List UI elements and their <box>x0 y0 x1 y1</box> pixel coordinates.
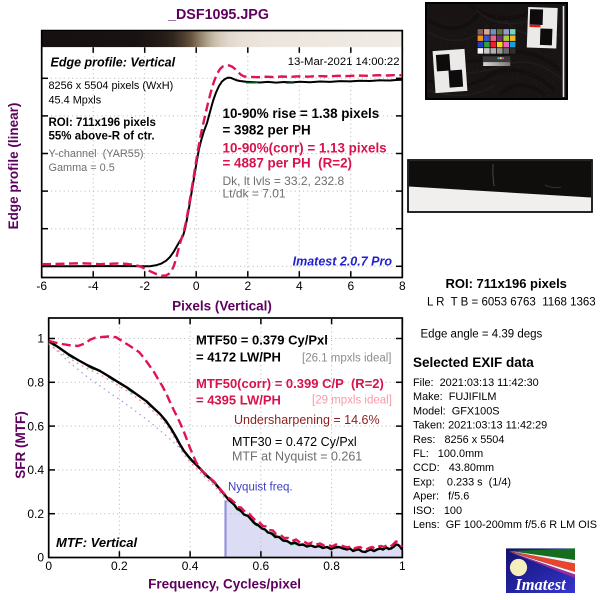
svg-text:2: 2 <box>244 279 251 293</box>
svg-text:Nyquist freq.: Nyquist freq. <box>228 482 293 494</box>
svg-text:-4: -4 <box>88 279 99 293</box>
svg-text:MTF: Vertical: MTF: Vertical <box>56 535 138 550</box>
svg-text:1: 1 <box>399 559 406 573</box>
svg-text:Undersharpening = 14.6%: Undersharpening = 14.6% <box>234 413 380 427</box>
svg-text:4: 4 <box>296 279 303 293</box>
svg-text:= 4395 LW/PH: = 4395 LW/PH <box>196 393 281 408</box>
svg-text:Imatest 2.0.7 Pro: Imatest 2.0.7 Pro <box>293 255 393 269</box>
svg-text:_DSF1095.JPG: _DSF1095.JPG <box>167 7 269 23</box>
svg-text:Aper: f/5.6: Aper: f/5.6 <box>413 491 469 503</box>
svg-text:SFR (MTF): SFR (MTF) <box>13 411 28 478</box>
svg-text:0.6: 0.6 <box>27 419 44 433</box>
svg-text:CCD: 43.80mm: CCD: 43.80mm <box>413 462 494 474</box>
svg-text:Res: 8256 x 5504: Res: 8256 x 5504 <box>413 434 504 446</box>
svg-text:MTF50(corr) = 0.399 C/P (R=2): MTF50(corr) = 0.399 C/P (R=2) <box>196 376 384 391</box>
svg-text:Taken: 2021:03:13 11:42:29: Taken: 2021:03:13 11:42:29 <box>413 420 547 432</box>
svg-text:0.2: 0.2 <box>27 507 44 521</box>
svg-text:ROI: 711x196 pixels: ROI: 711x196 pixels <box>446 276 567 291</box>
svg-text:Dk, lt lvls = 33.2, 232.8: Dk, lt lvls = 33.2, 232.8 <box>223 174 345 188</box>
svg-text:-6: -6 <box>36 279 47 293</box>
svg-text:0.6: 0.6 <box>253 559 270 573</box>
svg-text:FL: 100.0mm: FL: 100.0mm <box>413 448 483 460</box>
svg-text:Selected EXIF data: Selected EXIF data <box>413 355 534 370</box>
svg-text:File: 2021:03:13 11:42:30: File: 2021:03:13 11:42:30 <box>413 377 539 389</box>
svg-text:10-90% rise = 1.38 pixels: 10-90% rise = 1.38 pixels <box>223 106 380 121</box>
svg-text:Edge profile (linear): Edge profile (linear) <box>6 103 21 230</box>
svg-text:0: 0 <box>193 279 200 293</box>
svg-text:[26.1 mpxls ideal]: [26.1 mpxls ideal] <box>302 353 392 365</box>
svg-text:-2: -2 <box>139 279 150 293</box>
svg-text:= 3982 per PH: = 3982 per PH <box>223 123 311 138</box>
svg-text:Y-channel (YAR55): Y-channel (YAR55) <box>49 148 144 160</box>
svg-text:[29 mpxls ideal]: [29 mpxls ideal] <box>312 395 392 407</box>
svg-text:0: 0 <box>37 551 44 565</box>
svg-text:= 4887 per PH (R=2): = 4887 per PH (R=2) <box>223 156 353 171</box>
svg-text:Lens: GF 100-200mm f/5.6 R LM: Lens: GF 100-200mm f/5.6 R LM OIS WR <box>413 519 600 531</box>
svg-text:Edge profile: Vertical: Edge profile: Vertical <box>51 56 176 70</box>
svg-text:L R T B = 6053 6763 1168 136: L R T B = 6053 6763 1168 1363 <box>427 297 596 309</box>
svg-text:45.4 Mpxls: 45.4 Mpxls <box>49 94 102 106</box>
svg-text:55% above-R of ctr.: 55% above-R of ctr. <box>49 131 155 143</box>
svg-text:6: 6 <box>347 279 354 293</box>
svg-text:10-90%(corr) = 1.13 pixels: 10-90%(corr) = 1.13 pixels <box>223 141 387 156</box>
svg-text:Frequency, Cycles/pixel: Frequency, Cycles/pixel <box>148 577 301 592</box>
svg-text:0.4: 0.4 <box>27 463 44 477</box>
svg-text:Imatest: Imatest <box>514 575 566 594</box>
svg-text:Edge angle = 4.39 degs: Edge angle = 4.39 degs <box>421 329 543 341</box>
svg-text:8: 8 <box>399 279 406 293</box>
svg-text:= 4172 LW/PH: = 4172 LW/PH <box>196 350 281 365</box>
svg-text:ROI: 711x196 pixels: ROI: 711x196 pixels <box>49 117 156 129</box>
svg-text:0.8: 0.8 <box>27 376 44 390</box>
svg-text:8256 x 5504 pixels (WxH): 8256 x 5504 pixels (WxH) <box>49 80 174 92</box>
svg-text:1: 1 <box>37 332 44 346</box>
svg-text:MTF50 = 0.379 Cy/Pxl: MTF50 = 0.379 Cy/Pxl <box>196 333 328 348</box>
svg-text:Pixels (Vertical): Pixels (Vertical) <box>172 299 272 314</box>
svg-text:MTF at Nyquist = 0.261: MTF at Nyquist = 0.261 <box>232 450 362 464</box>
svg-text:MTF30 = 0.472 Cy/Pxl: MTF30 = 0.472 Cy/Pxl <box>232 435 357 449</box>
svg-text:13-Mar-2021 14:00:22: 13-Mar-2021 14:00:22 <box>288 56 400 68</box>
svg-text:ISO: 100: ISO: 100 <box>413 505 462 517</box>
svg-text:Exp: 0.233 s (1/4): Exp: 0.233 s (1/4) <box>413 476 511 488</box>
svg-text:Lt/dk = 7.01: Lt/dk = 7.01 <box>223 187 286 201</box>
svg-text:0.2: 0.2 <box>111 559 128 573</box>
svg-text:0.4: 0.4 <box>182 559 199 573</box>
svg-text:Model: GFX100S: Model: GFX100S <box>413 405 500 417</box>
svg-text:0.8: 0.8 <box>323 559 340 573</box>
svg-text:Gamma = 0.5: Gamma = 0.5 <box>49 162 115 174</box>
svg-text:Make: FUJIFILM: Make: FUJIFILM <box>413 391 497 403</box>
svg-text:0: 0 <box>45 559 52 573</box>
